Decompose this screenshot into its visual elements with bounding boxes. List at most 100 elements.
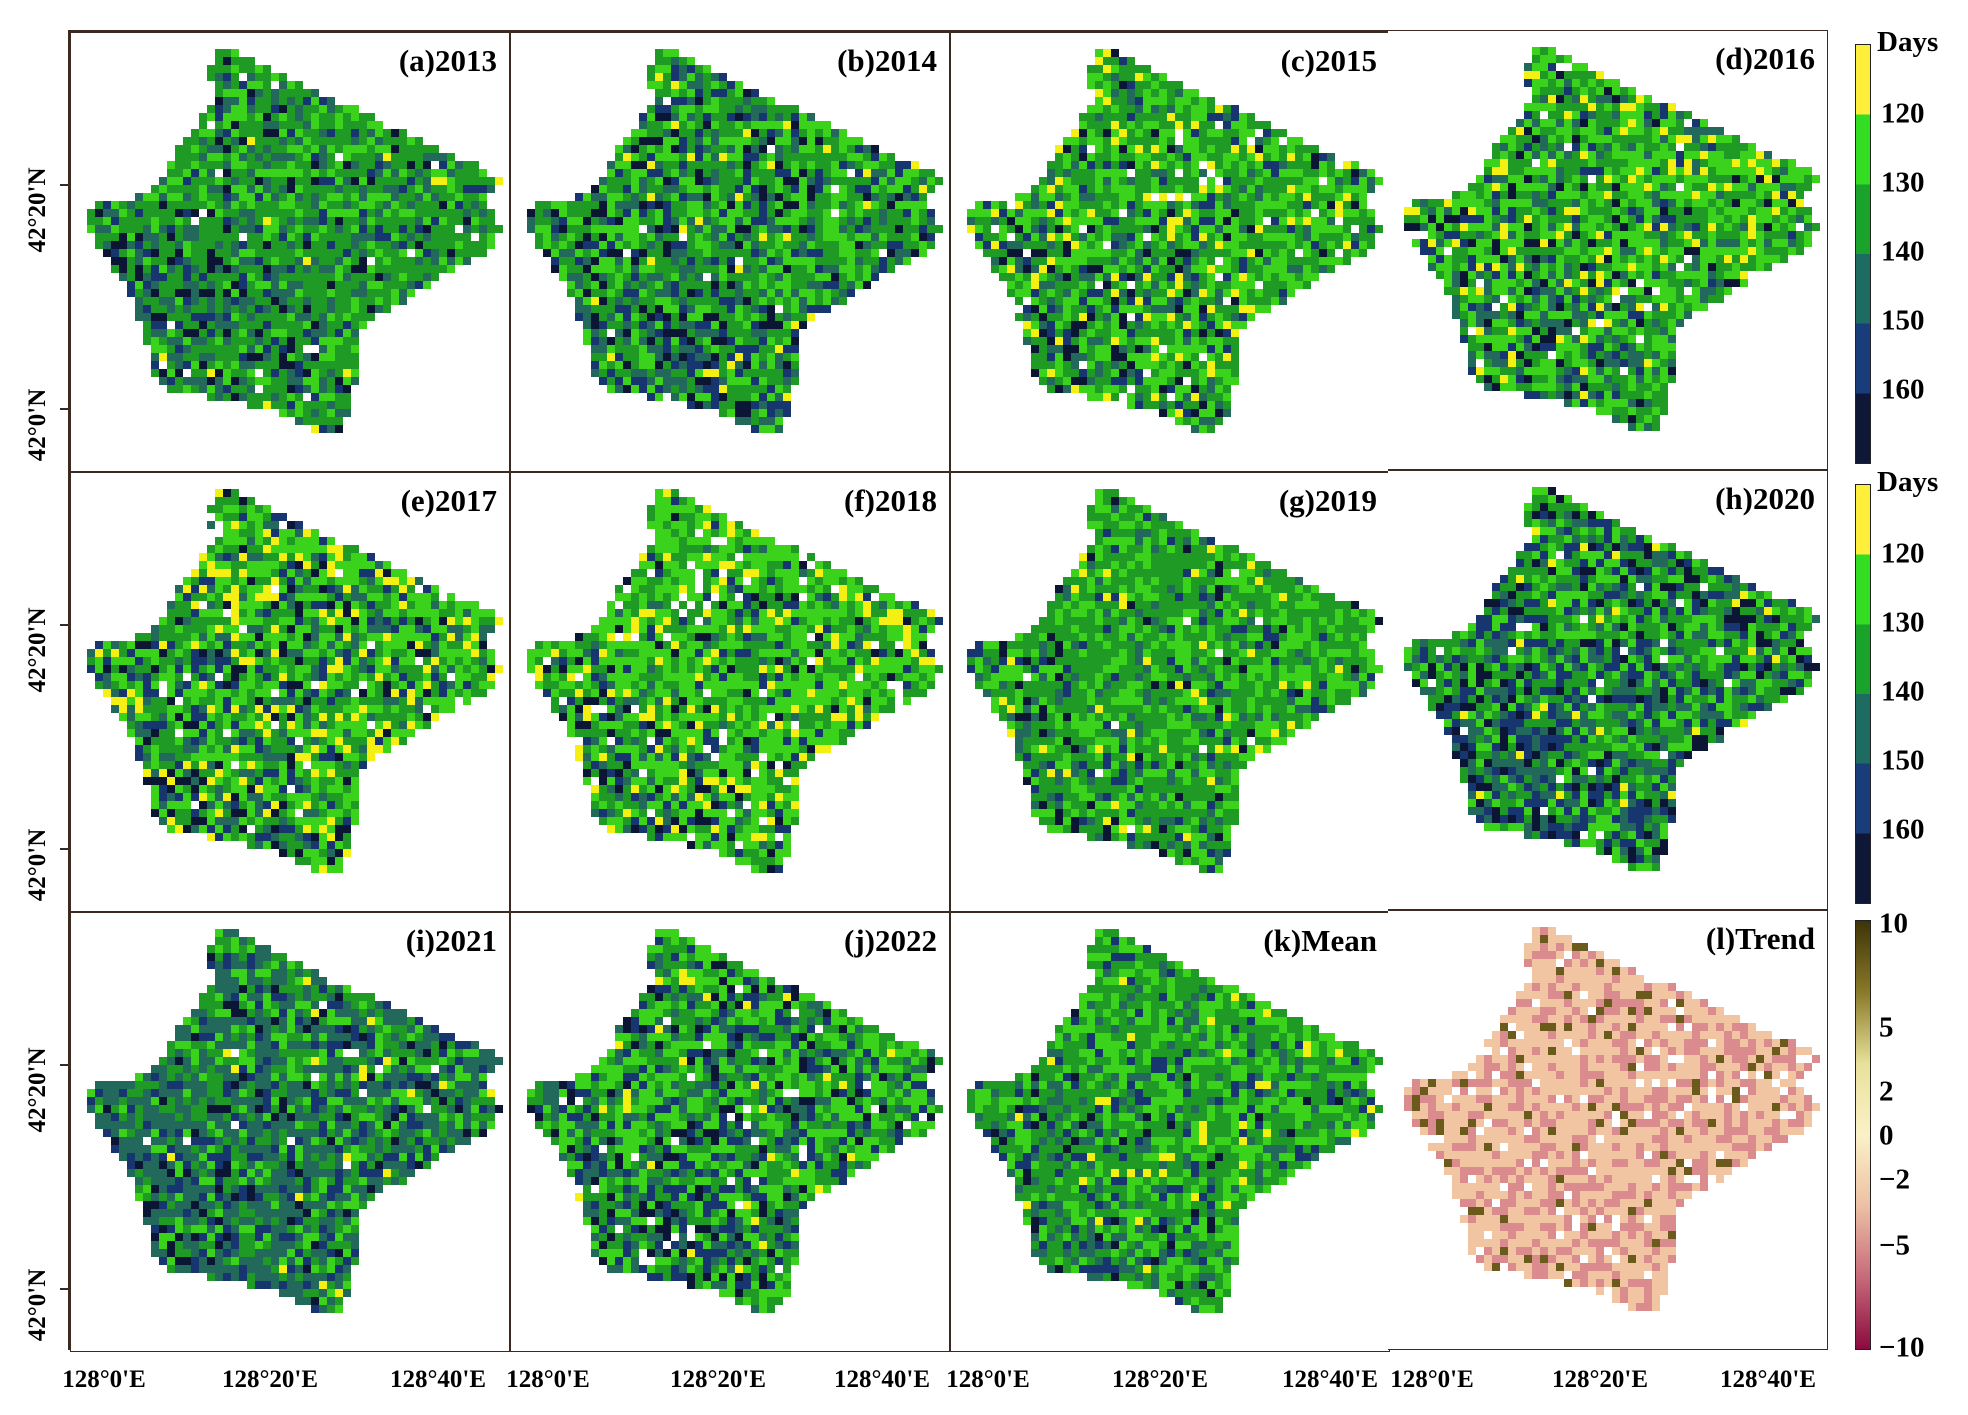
map-pixel (447, 233, 455, 241)
map-pixel (143, 257, 151, 265)
map-pixel (1151, 337, 1159, 345)
map-pixel (191, 265, 199, 273)
map-pixel (855, 169, 863, 177)
map-pixel (135, 233, 143, 241)
map-pixel (1303, 225, 1311, 233)
map-pixel (263, 513, 271, 521)
map-pixel (231, 505, 239, 513)
map-pixel (207, 353, 215, 361)
map-pixel (1255, 153, 1263, 161)
map-pixel (271, 177, 279, 185)
map-pixel (1207, 369, 1215, 377)
map-pixel (159, 665, 167, 673)
map-pixel (1119, 129, 1127, 137)
map-pixel (287, 593, 295, 601)
map-pixel (279, 641, 287, 649)
map-pixel (1135, 305, 1143, 313)
map-pixel (623, 241, 631, 249)
map-pixel (823, 273, 831, 281)
map-pixel (1079, 145, 1087, 153)
map-raster-2017 (87, 489, 503, 873)
map-pixel (471, 673, 479, 681)
map-pixel (615, 193, 623, 201)
map-pixel (167, 641, 175, 649)
map-pixel (231, 297, 239, 305)
map-pixel (1303, 153, 1311, 161)
map-pixel (311, 569, 319, 577)
map-pixel (335, 113, 343, 121)
map-pixel (415, 593, 423, 601)
map-pixel (767, 281, 775, 289)
map-pixel (135, 641, 143, 649)
map-pixel (271, 577, 279, 585)
map-pixel (487, 673, 495, 681)
map-pixel (487, 681, 495, 689)
map-pixel (1231, 361, 1239, 369)
map-pixel (1351, 177, 1359, 185)
map-pixel (159, 641, 167, 649)
map-pixel (783, 233, 791, 241)
map-pixel (719, 185, 727, 193)
map-pixel (263, 201, 271, 209)
map-pixel (1175, 273, 1183, 281)
map-pixel (1071, 265, 1079, 273)
map-pixel (687, 257, 695, 265)
map-pixel (631, 137, 639, 145)
map-pixel (199, 657, 207, 665)
map-pixel (727, 81, 735, 89)
map-pixel (903, 225, 911, 233)
map-pixel (223, 497, 231, 505)
map-pixel (807, 137, 815, 145)
map-pixel (199, 617, 207, 625)
map-pixel (695, 257, 703, 265)
map-pixel (359, 561, 367, 569)
map-pixel (1151, 329, 1159, 337)
map-pixel (895, 233, 903, 241)
map-pixel (807, 281, 815, 289)
map-pixel (1215, 273, 1223, 281)
map-pixel (695, 305, 703, 313)
map-pixel (239, 73, 247, 81)
map-pixel (135, 689, 143, 697)
map-pixel (359, 553, 367, 561)
map-pixel (735, 217, 743, 225)
map-pixel (695, 353, 703, 361)
map-pixel (223, 657, 231, 665)
map-pixel (271, 185, 279, 193)
map-pixel (687, 89, 695, 97)
map-pixel (1167, 145, 1175, 153)
map-pixel (199, 561, 207, 569)
map-pixel (1159, 105, 1167, 113)
map-pixel (663, 273, 671, 281)
map-pixel (327, 649, 335, 657)
map-pixel (95, 665, 103, 673)
map-pixel (247, 633, 255, 641)
map-pixel (167, 665, 175, 673)
map-pixel (295, 257, 303, 265)
map-pixel (231, 553, 239, 561)
map-pixel (871, 217, 879, 225)
map-pixel (1303, 241, 1311, 249)
map-pixel (847, 193, 855, 201)
map-pixel (223, 97, 231, 105)
map-pixel (751, 257, 759, 265)
map-pixel (1151, 305, 1159, 313)
map-pixel (1215, 417, 1223, 425)
map-pixel (399, 289, 407, 297)
map-pixel (447, 681, 455, 689)
map-pixel (335, 297, 343, 305)
map-pixel (575, 249, 583, 257)
map-pixel (1119, 305, 1127, 313)
map-pixel (807, 297, 815, 305)
map-pixel (151, 281, 159, 289)
map-pixel (255, 329, 263, 337)
map-pixel (215, 57, 223, 65)
map-pixel (727, 105, 735, 113)
map-pixel (295, 273, 303, 281)
map-pixel (271, 105, 279, 113)
map-pixel (1151, 121, 1159, 129)
map-pixel (1127, 297, 1135, 305)
map-pixel (463, 617, 471, 625)
map-pixel (231, 585, 239, 593)
map-pixel (247, 201, 255, 209)
